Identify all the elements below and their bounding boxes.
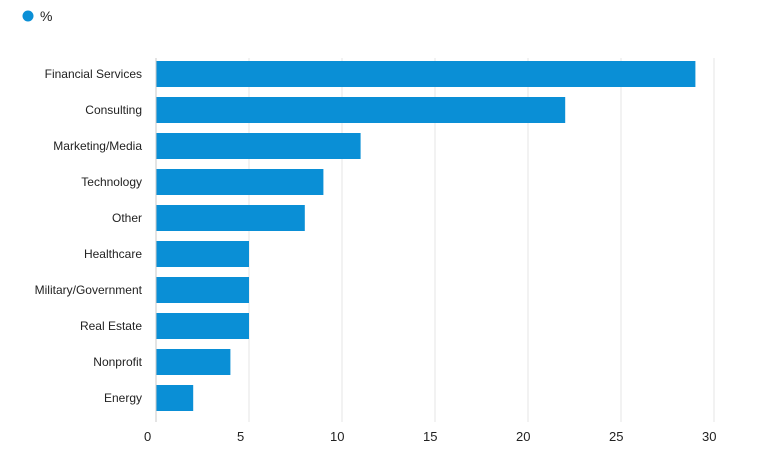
x-tick-label: 0 bbox=[144, 429, 151, 444]
bar bbox=[156, 97, 566, 123]
x-tick-label: 25 bbox=[609, 429, 623, 444]
bar bbox=[156, 61, 696, 87]
bar bbox=[156, 205, 305, 231]
category-label: Healthcare bbox=[84, 247, 142, 261]
category-label: Consulting bbox=[85, 103, 142, 117]
x-tick-label: 10 bbox=[330, 429, 344, 444]
x-tick-label: 15 bbox=[423, 429, 437, 444]
bar bbox=[156, 313, 249, 339]
category-label: Real Estate bbox=[80, 319, 142, 333]
category-label: Military/Government bbox=[35, 283, 143, 297]
bar bbox=[156, 277, 249, 303]
legend-label: % bbox=[40, 8, 52, 24]
legend: % bbox=[22, 8, 52, 24]
category-label: Financial Services bbox=[45, 67, 142, 81]
bar bbox=[156, 133, 361, 159]
bar bbox=[156, 241, 249, 267]
bar bbox=[156, 385, 194, 411]
category-label: Nonprofit bbox=[93, 355, 142, 369]
category-labels: Financial Services Consulting Marketing/Me… bbox=[35, 67, 143, 405]
bar bbox=[156, 169, 324, 195]
bar bbox=[156, 349, 231, 375]
legend-marker bbox=[22, 10, 34, 22]
category-label: Other bbox=[112, 211, 142, 225]
category-label: Marketing/Media bbox=[53, 139, 142, 153]
x-tick-label: 5 bbox=[237, 429, 244, 444]
x-axis-ticks: 0 5 10 15 20 25 30 bbox=[144, 429, 716, 444]
bars bbox=[156, 61, 696, 411]
x-tick-label: 20 bbox=[516, 429, 530, 444]
category-label: Technology bbox=[81, 175, 142, 189]
x-tick-label: 30 bbox=[702, 429, 716, 444]
category-label: Energy bbox=[104, 391, 142, 405]
